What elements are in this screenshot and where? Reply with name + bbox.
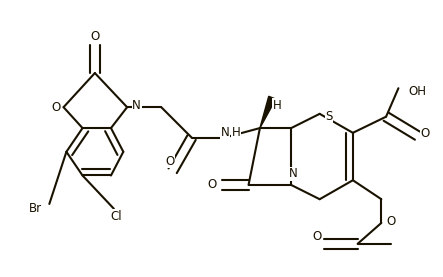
Text: O: O xyxy=(386,214,396,227)
Text: O: O xyxy=(208,178,217,191)
Polygon shape xyxy=(260,96,276,128)
Text: OH: OH xyxy=(408,84,426,98)
Text: N: N xyxy=(289,167,298,180)
Text: O: O xyxy=(90,30,100,43)
Text: Cl: Cl xyxy=(110,210,121,223)
Text: O: O xyxy=(420,127,430,140)
Text: Br: Br xyxy=(29,202,42,215)
Text: S: S xyxy=(326,110,333,123)
Text: O: O xyxy=(165,155,175,168)
Text: H: H xyxy=(272,99,281,112)
Text: O: O xyxy=(312,230,322,243)
Text: H: H xyxy=(232,126,241,139)
Text: N: N xyxy=(221,126,229,139)
Text: N: N xyxy=(132,99,141,112)
Text: O: O xyxy=(51,101,61,114)
